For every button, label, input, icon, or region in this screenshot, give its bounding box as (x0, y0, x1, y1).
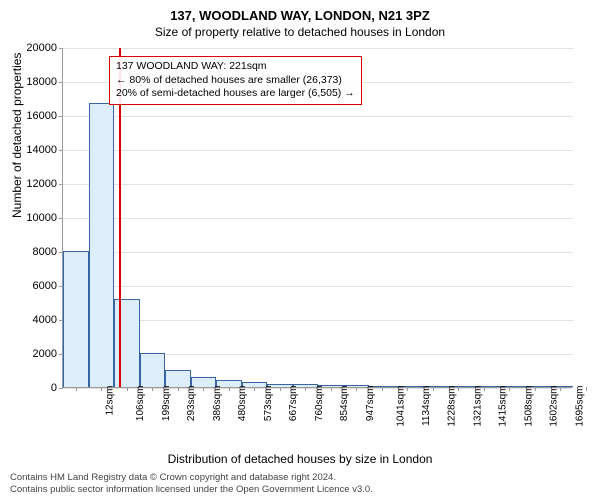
histogram-bar (63, 251, 89, 387)
x-axis-label: Distribution of detached houses by size … (0, 452, 600, 466)
footer-line-2: Contains public sector information licen… (10, 484, 373, 496)
x-tick-mark (560, 387, 561, 391)
grid-line (63, 218, 573, 219)
y-tick-label: 4000 (21, 314, 57, 326)
plot-wrapper: 0200040006000800010000120001400016000180… (62, 48, 572, 388)
x-tick-label: 1134sqm (421, 386, 432, 426)
x-tick-label: 667sqm (288, 386, 299, 422)
grid-line (63, 48, 573, 49)
y-tick-mark (59, 184, 63, 185)
x-tick-label: 12sqm (104, 386, 115, 416)
x-tick-label: 573sqm (263, 386, 274, 422)
chart-container: 137, WOODLAND WAY, LONDON, N21 3PZ Size … (0, 0, 600, 500)
x-tick-label: 480sqm (237, 386, 248, 422)
x-tick-mark (484, 387, 485, 391)
annotation-line-3: 20% of semi-detached houses are larger (… (116, 87, 355, 101)
x-tick-label: 1228sqm (447, 386, 458, 427)
x-tick-label: 1321sqm (472, 386, 483, 427)
x-tick-label: 947sqm (365, 386, 376, 422)
x-tick-mark (331, 387, 332, 391)
x-tick-mark (178, 387, 179, 391)
grid-line (63, 252, 573, 253)
x-tick-label: 199sqm (161, 386, 172, 422)
footer-line-1: Contains HM Land Registry data © Crown c… (10, 472, 373, 484)
y-tick-label: 8000 (21, 246, 57, 258)
footer: Contains HM Land Registry data © Crown c… (10, 472, 373, 496)
histogram-bar (165, 370, 191, 387)
y-tick-mark (59, 82, 63, 83)
y-tick-mark (59, 48, 63, 49)
y-tick-mark (59, 150, 63, 151)
y-tick-label: 20000 (21, 42, 57, 54)
grid-line (63, 184, 573, 185)
y-tick-label: 18000 (21, 76, 57, 88)
x-tick-mark (229, 387, 230, 391)
x-tick-mark (458, 387, 459, 391)
y-tick-label: 12000 (21, 178, 57, 190)
histogram-bar (114, 299, 140, 387)
y-tick-label: 16000 (21, 110, 57, 122)
y-tick-label: 10000 (21, 212, 57, 224)
grid-line (63, 320, 573, 321)
x-tick-mark (356, 387, 357, 391)
x-tick-mark (76, 387, 77, 391)
x-tick-mark (535, 387, 536, 391)
y-tick-label: 2000 (21, 348, 57, 360)
x-tick-label: 1415sqm (498, 386, 509, 427)
y-tick-label: 14000 (21, 144, 57, 156)
histogram-bar (89, 103, 115, 387)
x-tick-label: 854sqm (339, 386, 350, 422)
grid-line (63, 286, 573, 287)
y-tick-mark (59, 388, 63, 389)
x-tick-label: 293sqm (186, 386, 197, 422)
x-tick-mark (586, 387, 587, 391)
plot-area: 0200040006000800010000120001400016000180… (62, 48, 572, 388)
x-tick-label: 760sqm (314, 386, 325, 422)
chart-title: 137, WOODLAND WAY, LONDON, N21 3PZ (0, 0, 600, 23)
x-tick-mark (433, 387, 434, 391)
x-tick-label: 1041sqm (396, 386, 407, 427)
x-tick-mark (152, 387, 153, 391)
chart-subtitle: Size of property relative to detached ho… (0, 23, 600, 39)
x-tick-mark (407, 387, 408, 391)
x-tick-mark (127, 387, 128, 391)
x-tick-mark (305, 387, 306, 391)
y-tick-label: 6000 (21, 280, 57, 292)
y-tick-mark (59, 116, 63, 117)
y-tick-label: 0 (21, 382, 57, 394)
x-tick-mark (254, 387, 255, 391)
x-tick-label: 1695sqm (574, 386, 585, 427)
annotation-line-1: 137 WOODLAND WAY: 221sqm (116, 60, 355, 74)
x-tick-label: 1508sqm (523, 386, 534, 427)
grid-line (63, 116, 573, 117)
histogram-bar (140, 353, 166, 387)
x-tick-mark (509, 387, 510, 391)
x-tick-mark (280, 387, 281, 391)
y-tick-mark (59, 218, 63, 219)
x-tick-mark (203, 387, 204, 391)
annotation-line-2: ← 80% of detached houses are smaller (26… (116, 74, 355, 88)
x-tick-mark (101, 387, 102, 391)
grid-line (63, 150, 573, 151)
x-tick-label: 386sqm (212, 386, 223, 422)
x-tick-mark (382, 387, 383, 391)
x-tick-label: 106sqm (135, 386, 146, 422)
x-tick-label: 1602sqm (549, 386, 560, 427)
annotation-box: 137 WOODLAND WAY: 221sqm← 80% of detache… (109, 56, 362, 105)
